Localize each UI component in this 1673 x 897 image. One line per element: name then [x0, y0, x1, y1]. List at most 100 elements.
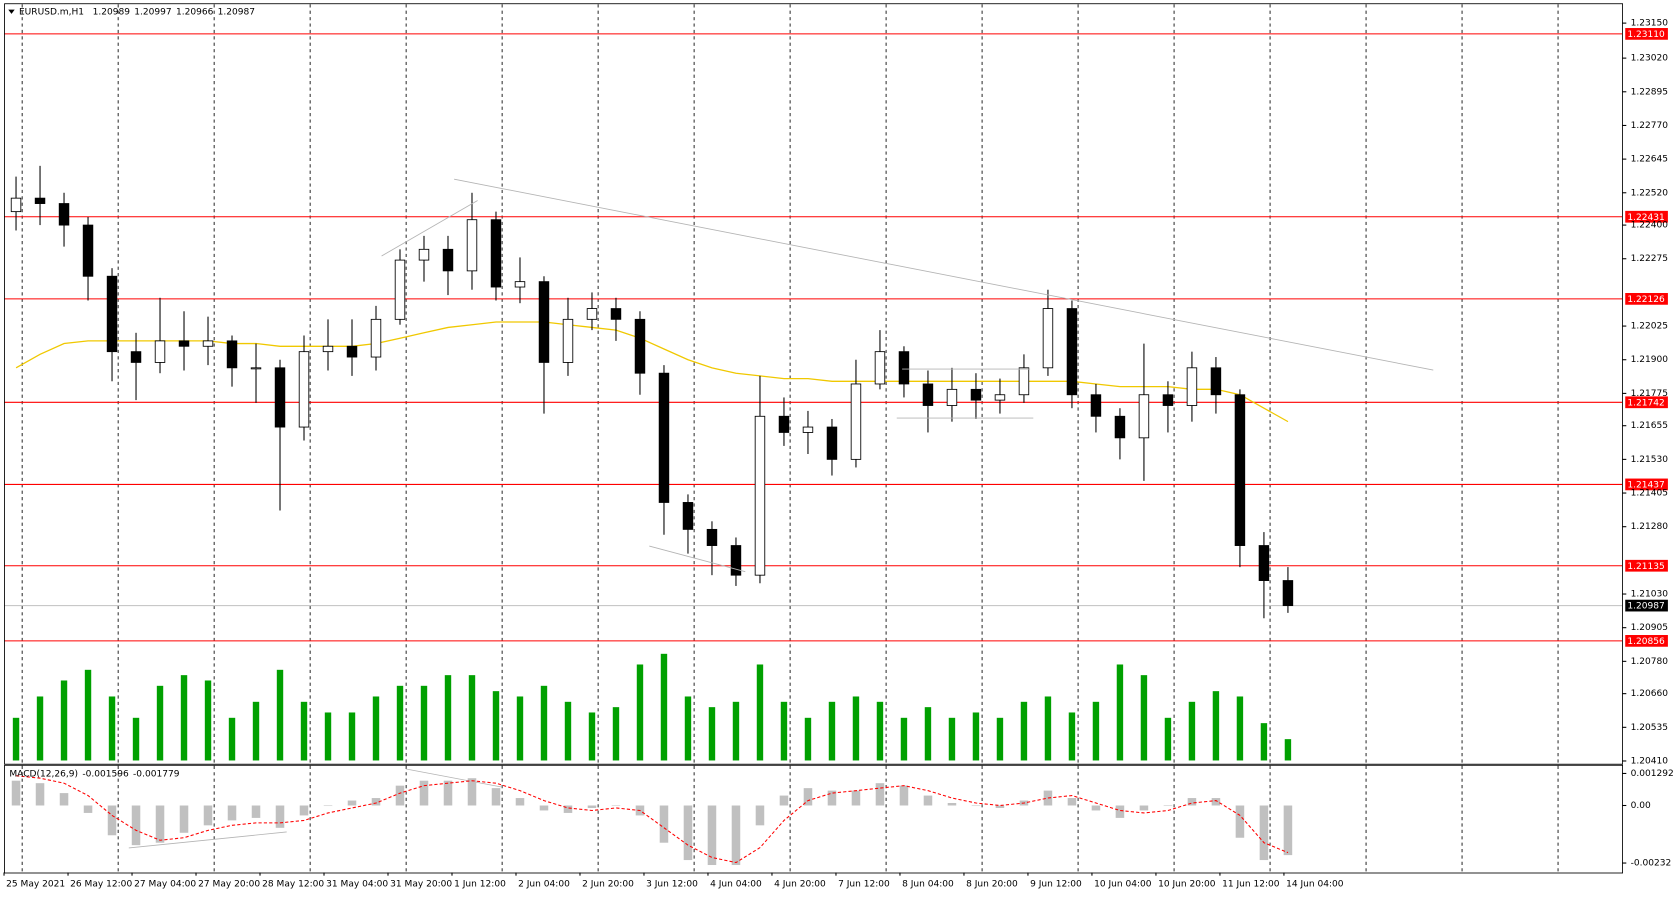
volume-bar: [1140, 675, 1148, 761]
volume-bar: [492, 691, 500, 761]
y-tick-label: 1.20660: [1631, 689, 1669, 699]
macd-bar: [803, 788, 813, 806]
level-label-box: [1625, 293, 1668, 305]
volume-bar: [1116, 664, 1124, 761]
candle-body: [274, 367, 286, 428]
level-label-box: [1625, 210, 1668, 223]
macd-bar: [1187, 798, 1197, 806]
volume-bar: [516, 696, 524, 761]
level-label-box: [1625, 28, 1668, 40]
volume-bar: [900, 717, 908, 761]
level-label: 1.22431: [1627, 213, 1664, 223]
macd-title: MACD(12,26,9): [9, 769, 78, 779]
axis-layer: EURUSD.m,H1 1.20989 1.20997 1.20966 1.20987 1…: [3, 7, 1673, 890]
candle-body: [850, 383, 862, 460]
header-value: 1.20989: [93, 7, 131, 17]
candle-body: [490, 219, 502, 288]
x-tick-label: 11 Jun 12:00: [1222, 880, 1280, 890]
macd-bar: [227, 805, 237, 821]
volume-bar: [756, 664, 764, 761]
macd-bar: [707, 805, 717, 866]
macd-bar: [299, 805, 309, 816]
volume-bar: [204, 680, 212, 761]
macd-y-tick-label: 0.001292: [1631, 769, 1673, 779]
candle-body: [682, 502, 694, 530]
macd-pane-frame: [4, 764, 1624, 874]
y-tick-label: 1.20780: [1631, 657, 1669, 667]
candle-body: [922, 383, 934, 406]
volume-bar: [972, 712, 980, 761]
y-tick-label: 1.22645: [1631, 155, 1668, 165]
price-layer: [10, 165, 1294, 619]
macd-bar: [731, 805, 741, 866]
macd-bar: [515, 798, 525, 806]
level-label: 1.22126: [1627, 295, 1665, 305]
macd-bar: [251, 805, 261, 818]
y-tick-label: 1.22400: [1631, 221, 1669, 231]
volume-bar: [12, 717, 20, 761]
y-tick-label: 1.21030: [1631, 590, 1669, 600]
candle-body: [730, 545, 742, 576]
candle-body: [394, 259, 406, 320]
macd-bar: [1067, 798, 1077, 806]
candle-body: [106, 275, 118, 353]
volume-bar: [276, 669, 284, 761]
macd-bar: [155, 805, 165, 843]
candle-body: [1138, 394, 1150, 439]
macd-bar: [539, 805, 549, 811]
candle-body: [1018, 367, 1030, 396]
level-label-box: [1625, 478, 1668, 491]
macd-bar: [683, 805, 693, 861]
x-tick-label: 31 May 20:00: [390, 880, 452, 890]
macd-bar: [1259, 805, 1269, 861]
price-axis-bg: [1622, 0, 1673, 897]
macd-bar: [659, 805, 669, 843]
volume-bar: [1044, 696, 1052, 761]
macd-bar: [851, 790, 861, 806]
trend-line: [454, 178, 1434, 371]
macd-bar: [11, 780, 21, 806]
volume-bar: [852, 696, 860, 761]
candle-body: [418, 248, 430, 261]
macd-signal: [16, 775, 1289, 864]
volume-bar: [996, 717, 1004, 761]
macd-bar: [107, 805, 117, 836]
candle-body: [586, 308, 598, 320]
y-tick-label: 1.20535: [1631, 723, 1668, 733]
y-tick-label: 1.20905: [1631, 623, 1668, 633]
macd-bar: [755, 805, 765, 826]
macd-y-tick-label: 0.00: [1631, 801, 1651, 811]
y-tick-label: 1.21530: [1631, 455, 1669, 465]
candle-body: [346, 345, 358, 358]
macd-bar: [395, 785, 405, 806]
macd-bar: [1115, 805, 1125, 818]
menu-arrow[interactable]: [8, 9, 15, 14]
macd-bar: [923, 795, 933, 806]
price-pane-frame: [4, 3, 1624, 765]
candle-body: [34, 197, 46, 204]
volume-bar: [1092, 701, 1100, 761]
volume-bar: [84, 669, 92, 761]
volume-bar: [468, 675, 476, 761]
macd-y-tick-label: -0.00232: [1631, 859, 1672, 869]
candle-body: [202, 340, 214, 347]
y-tick-label: 1.21900: [1631, 355, 1669, 365]
volume-bar: [924, 707, 932, 761]
level-label: 1.21135: [1627, 562, 1664, 572]
volume-bar: [348, 712, 356, 761]
volume-bar: [420, 685, 428, 761]
macd-bar: [611, 805, 621, 807]
volume-bar: [396, 685, 404, 761]
x-tick-label: 2 Jun 20:00: [582, 880, 634, 890]
candle-body: [298, 351, 310, 428]
level-label: 1.21437: [1627, 480, 1664, 490]
x-tick-label: 4 Jun 20:00: [774, 880, 826, 890]
header-value: 1.20997: [134, 7, 171, 17]
volume-bar: [780, 701, 788, 761]
candle-body: [322, 345, 334, 353]
macd-bar: [83, 805, 93, 813]
candle-body: [562, 318, 574, 363]
volume-bar: [708, 707, 716, 761]
candle-body: [706, 528, 718, 546]
